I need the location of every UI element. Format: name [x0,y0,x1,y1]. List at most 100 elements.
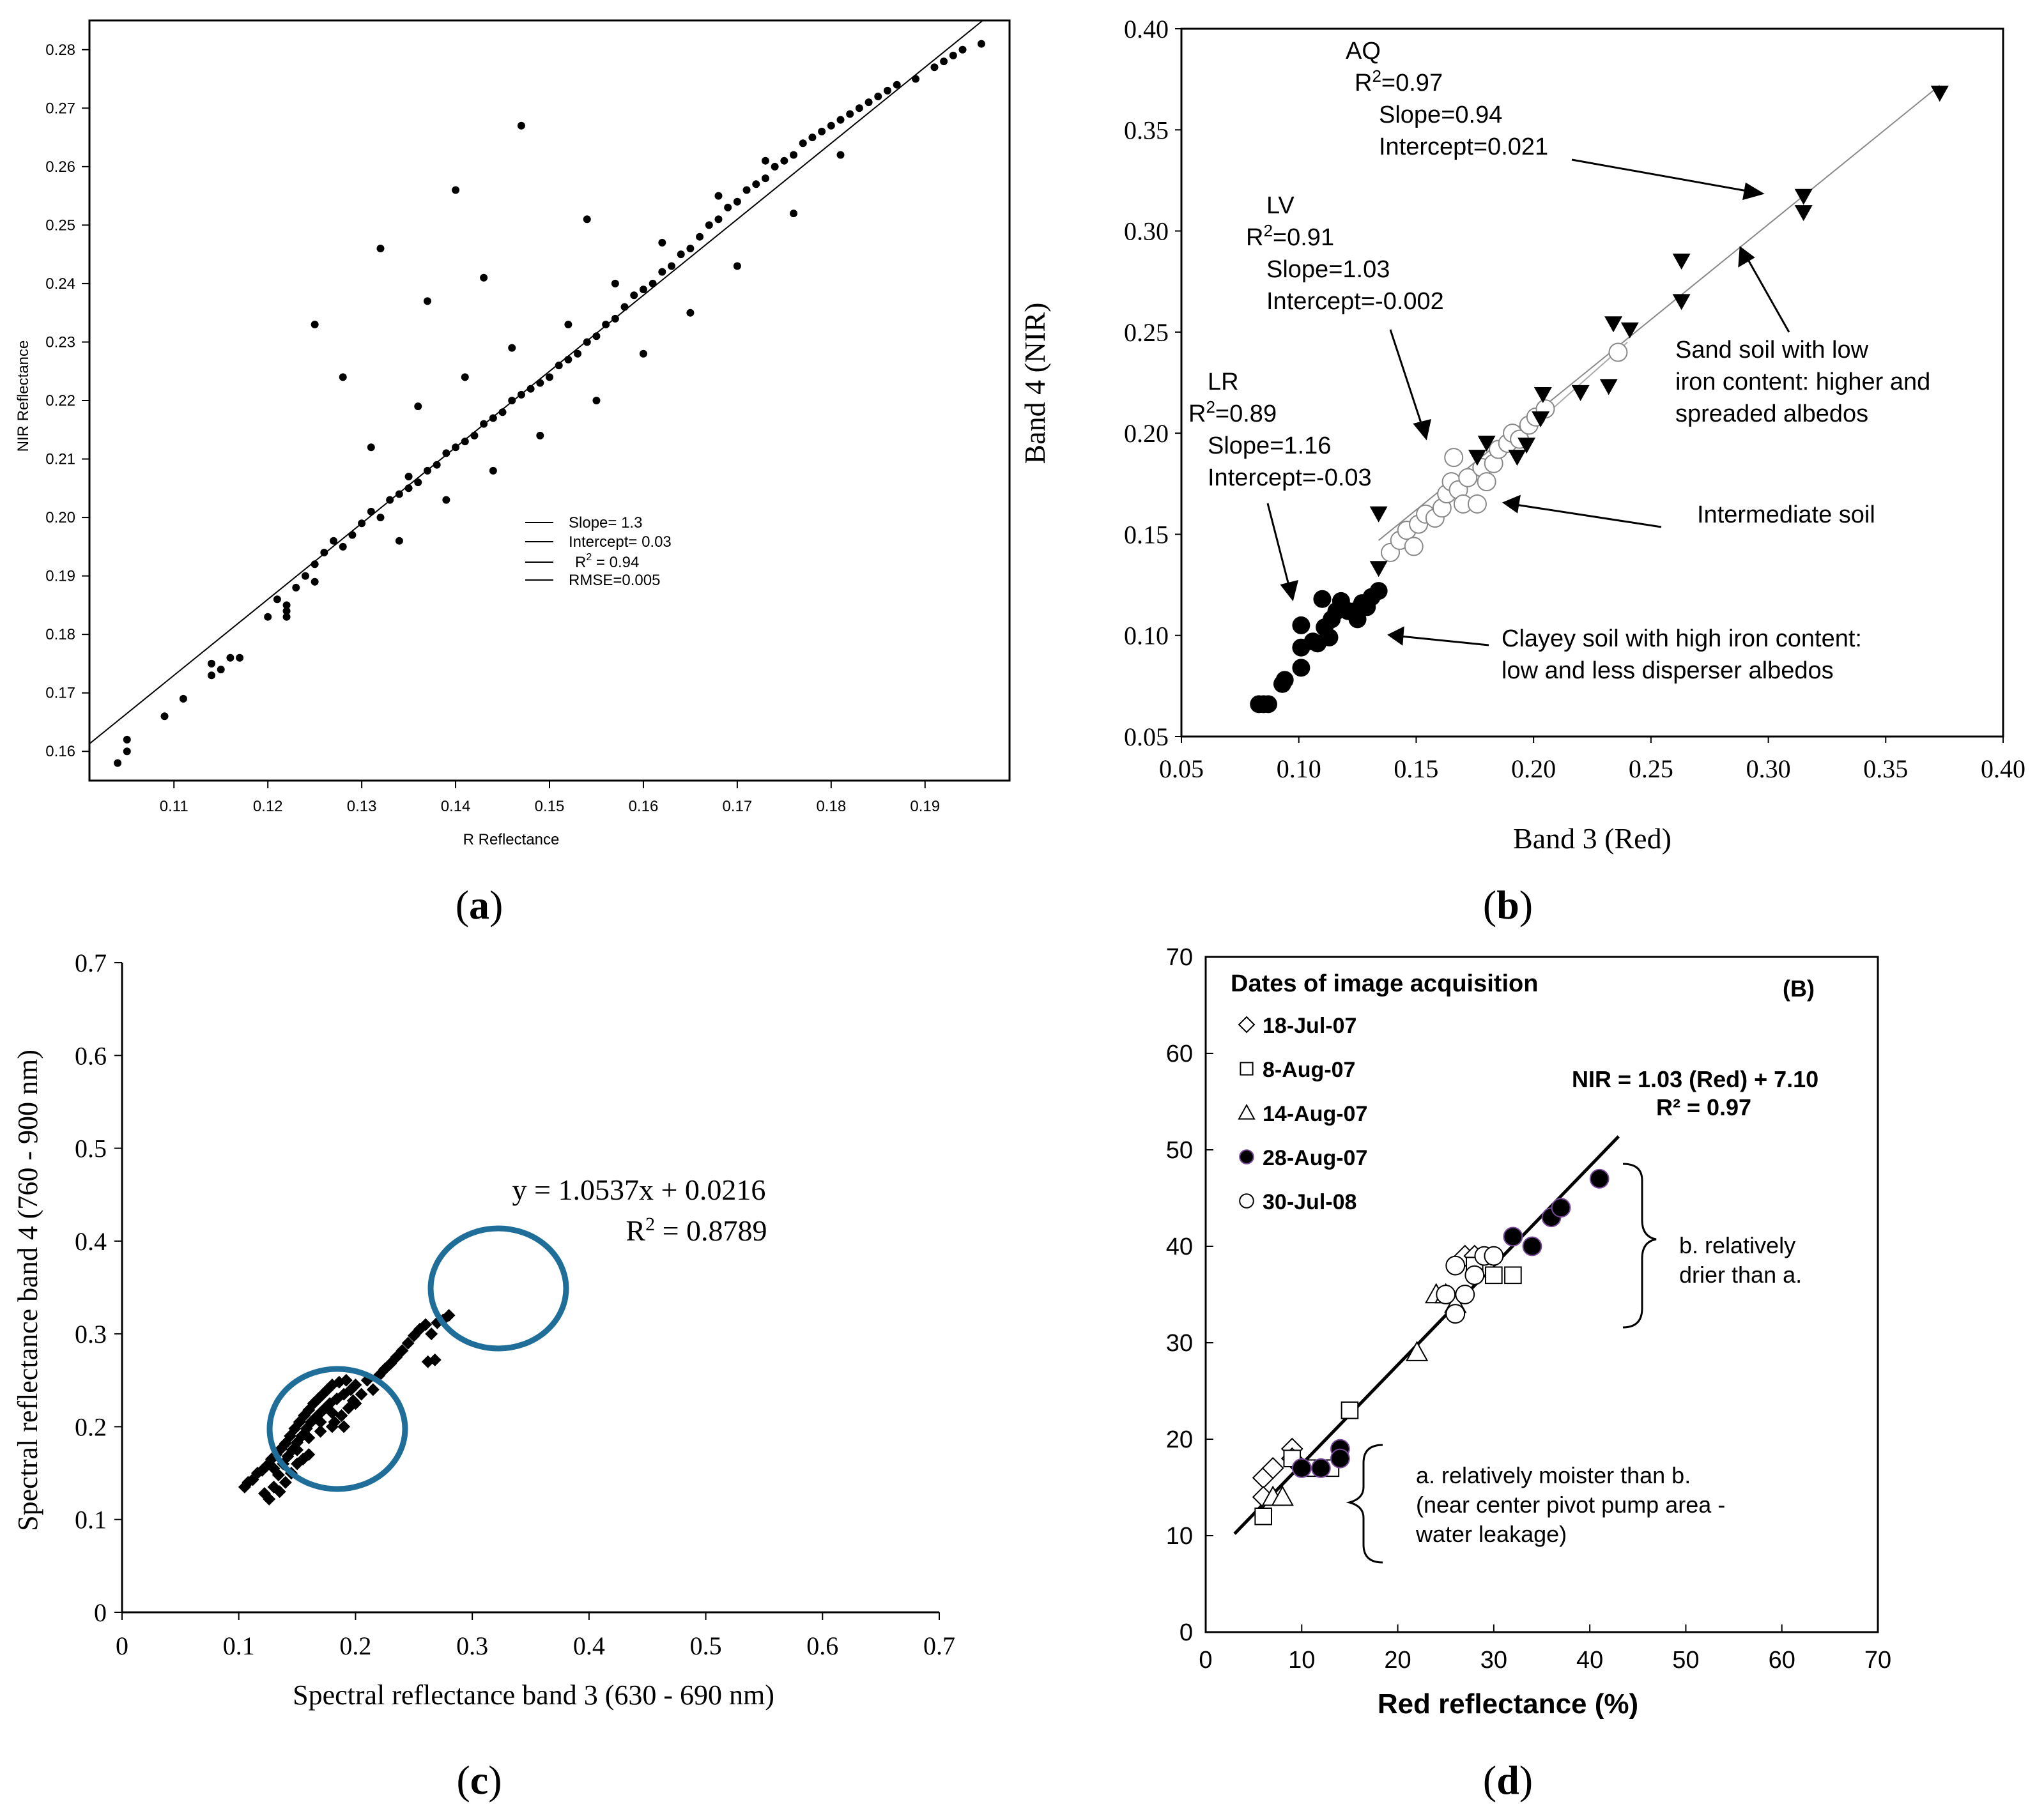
panel-b-points [1250,86,1949,714]
data-point [325,1420,339,1433]
data-point [267,1462,280,1475]
legend-label: 28-Aug-07 [1263,1146,1367,1170]
data-point [320,549,328,556]
panel-d-legend-title: Dates of image acquisition [1231,970,1538,997]
data-point [1444,448,1464,468]
panel-d-note-b-1: b. relatively [1679,1232,1795,1258]
y-tick-label: 0.40 [1124,15,1169,43]
data-point [1320,628,1339,646]
data-point [1436,1285,1456,1304]
panel-c-y-ticks: 0 0.1 0.2 0.3 0.4 0.5 0.6 0.7 [75,949,122,1627]
data-point [1369,506,1388,523]
data-point [452,186,460,194]
data-point [1259,695,1277,714]
panel-a-regression-line [89,20,983,745]
y-tick-label: 0.05 [1124,722,1169,751]
data-point [592,397,601,404]
x-tick-label: 0.19 [910,798,940,815]
legend-label: 30-Jul-08 [1263,1190,1356,1214]
data-point [1672,254,1691,270]
data-point [1620,322,1639,339]
data-point [508,344,516,352]
data-point [114,759,122,767]
data-point [733,197,741,206]
data-point [790,151,798,159]
x-tick-label: 0.7 [923,1631,955,1660]
data-point [611,279,619,287]
panel-c-equation: y = 1.0537x + 0.0216 [512,1173,766,1206]
data-point [314,1425,327,1438]
panel-b-note-clay-1: Clayey soil with high iron content: [1502,625,1862,652]
x-tick-label: 0 [1199,1647,1212,1674]
data-point [536,379,544,387]
data-point [404,484,413,493]
data-point [1341,1401,1359,1419]
data-point [273,595,281,604]
data-point [705,221,713,229]
data-point [827,121,835,130]
legend-label: 14-Aug-07 [1263,1102,1367,1126]
y-tick-label: 20 [1166,1426,1193,1453]
panel-b-lr-r2: R2=0.89 [1188,397,1277,427]
data-point [325,1406,339,1419]
data-point [396,1344,409,1357]
data-point [311,321,319,328]
data-point [208,671,216,680]
data-point [1485,1266,1503,1285]
x-tick-label: 0.17 [723,798,753,815]
data-point [752,180,760,188]
data-point [1254,1508,1272,1525]
x-tick-label: 30 [1480,1647,1507,1674]
arrowhead-icon [1413,418,1431,441]
panel-d-y-ticks: 0 10 20 30 40 50 60 70 [1166,944,1213,1646]
data-point [355,1387,368,1401]
x-tick-label: 0.40 [1981,754,2025,783]
panel-b-lr-name: LR [1208,369,1239,395]
panel-a-points [114,40,985,767]
y-tick-label: 0 [1180,1619,1193,1646]
data-point [508,397,516,404]
panel-c-r2: R2 = 0.8789 [626,1214,767,1247]
y-tick-label: 0.20 [45,509,75,526]
arrowhead-icon [1387,626,1404,646]
data-point [546,373,553,381]
data-point [1522,1236,1542,1257]
panel-d-legend: 18-Jul-07 8-Aug-07 14-Aug-07 28-Aug-07 30-Ju… [1238,1014,1367,1214]
x-tick-label: 0.10 [1277,754,1321,783]
data-point [836,116,845,124]
data-point [311,577,319,586]
y-tick-label: 0.15 [1124,520,1169,549]
data-point [1238,1103,1256,1120]
y-tick-label: 0.4 [75,1227,107,1256]
panel-b-caption: (b) [1483,882,1533,928]
y-tick-label: 0.28 [45,42,75,59]
panel-d-bracket-b [1622,1163,1657,1329]
panel-b-aq-name: AQ [1346,38,1381,65]
data-point [123,735,131,744]
x-tick-label: 0.15 [535,798,565,815]
y-tick-label: 10 [1166,1523,1193,1550]
legend-item: 18-Jul-07 [1238,1014,1356,1038]
data-point [1445,1304,1466,1324]
data-point [790,210,798,218]
data-point [349,1397,362,1410]
data-point [855,104,863,112]
y-tick-label: 0.16 [45,743,75,760]
data-point [620,303,629,311]
data-point [780,157,788,165]
y-tick-label: 0.19 [45,568,75,585]
data-point [123,747,131,756]
data-point [724,203,732,211]
data-point [376,245,385,252]
x-tick-label: 0.11 [160,798,188,815]
panel-b-arrows [1266,158,1790,646]
data-point [1464,1265,1485,1285]
y-tick-label: 60 [1166,1041,1193,1067]
panel-a: 0.11 0.12 0.13 0.14 0.15 0.16 0.17 0.18 0.19 0.1… [15,19,1011,928]
data-point [808,134,817,142]
data-point [480,420,488,428]
data-point [1533,386,1552,403]
x-tick-label: 70 [1864,1647,1891,1674]
data-point [433,461,441,469]
data-point [930,63,939,72]
